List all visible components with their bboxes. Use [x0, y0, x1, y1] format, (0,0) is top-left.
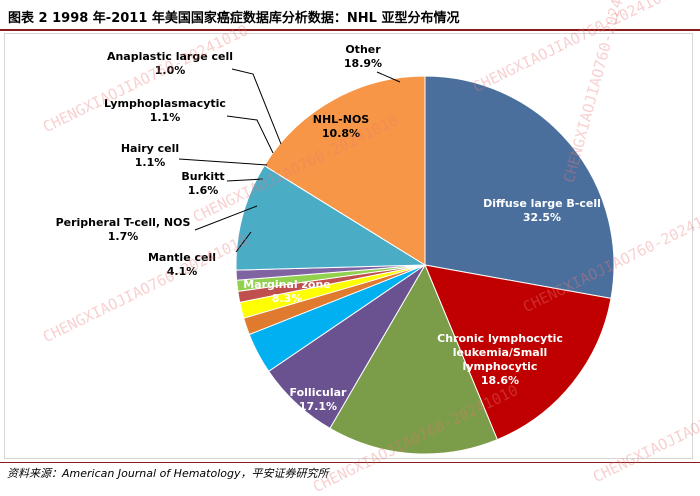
slice-name: Peripheral T-cell, NOS: [56, 216, 191, 229]
figure-title: 图表 2 1998 年-2011 年美国国家癌症数据库分析数据：NHL 亚型分布…: [8, 11, 460, 26]
slice-value: 4.1%: [167, 265, 198, 278]
source-note: 资料来源：American Journal of Hematology，平安证券…: [7, 467, 329, 480]
slice-labels: Diffuse large B-cell 32.5% Chronic lymphoc…: [56, 43, 601, 413]
leader-line: [231, 68, 282, 145]
slice-value: 8.3%: [272, 292, 303, 305]
leader-line: [226, 178, 264, 182]
slice-name: Anaplastic large cell: [107, 50, 233, 63]
pie-chart: Diffuse large B-cell 32.5% Chronic lymphoc…: [56, 43, 615, 455]
chart-frame: Diffuse large B-cell 32.5% Chronic lymphoc…: [4, 33, 693, 459]
pie-slice-diffuse-large-b-cell: [424, 75, 615, 299]
slice-name: Other: [345, 43, 381, 56]
leader-lines: [178, 68, 401, 253]
slice-label: Other 18.9%: [344, 43, 382, 70]
leader-line: [194, 205, 258, 231]
leader-line: [226, 115, 274, 154]
slice-label: Chronic lymphocytic leukemia/Small lymphoc…: [437, 332, 563, 387]
pie-slice-other: [263, 75, 426, 266]
source-rule: [0, 462, 700, 463]
pie-slice-follicular: [329, 263, 498, 455]
slice-name: NHL-NOS: [313, 113, 370, 126]
slice-value: 1.7%: [108, 230, 139, 243]
slice-value: 32.5%: [523, 211, 561, 224]
slice-name: lymphocytic: [463, 360, 538, 373]
slice-name: Follicular: [290, 386, 347, 399]
slice-label: Peripheral T-cell, NOS 1.7%: [56, 216, 191, 243]
slice-value: 18.9%: [344, 57, 382, 70]
slice-label: Lymphoplasmacytic 1.1%: [104, 97, 226, 124]
slice-value: 1.1%: [135, 156, 166, 169]
pie-slices: [235, 75, 615, 455]
slice-name: Diffuse large B-cell: [483, 197, 601, 210]
slice-value: 18.6%: [481, 374, 519, 387]
title-underline: [0, 29, 700, 31]
pie-slice-chronic-lymphocytic-leukemia-small-lymphocytic: [424, 264, 612, 441]
pie-slice-nhl-nos: [235, 164, 427, 271]
slice-value: 1.1%: [150, 111, 181, 124]
slice-label: Burkitt 1.6%: [181, 170, 224, 197]
slice-value: 1.0%: [155, 64, 186, 77]
slice-value: 10.8%: [322, 127, 360, 140]
slice-name: leukemia/Small: [453, 346, 548, 359]
slice-label: Marginal zone 8.3%: [243, 278, 331, 305]
slice-label: Hairy cell 1.1%: [121, 142, 179, 169]
leader-line: [235, 231, 252, 253]
slice-label: Anaplastic large cell 1.0%: [107, 50, 233, 77]
leader-line: [376, 71, 401, 83]
slice-name: Mantle cell: [148, 251, 216, 264]
slice-value: 1.6%: [188, 184, 219, 197]
slice-label: Follicular 17.1%: [290, 386, 347, 413]
slice-label: NHL-NOS 10.8%: [313, 113, 370, 140]
leader-line: [178, 158, 268, 166]
slice-label: Diffuse large B-cell 32.5%: [483, 197, 601, 224]
slice-name: Marginal zone: [243, 278, 331, 291]
slice-name: Hairy cell: [121, 142, 179, 155]
slice-name: Lymphoplasmacytic: [104, 97, 226, 110]
slice-name: Chronic lymphocytic: [437, 332, 563, 345]
slice-name: Burkitt: [181, 170, 224, 183]
slice-value: 17.1%: [299, 400, 337, 413]
slice-label: Mantle cell 4.1%: [148, 251, 216, 278]
